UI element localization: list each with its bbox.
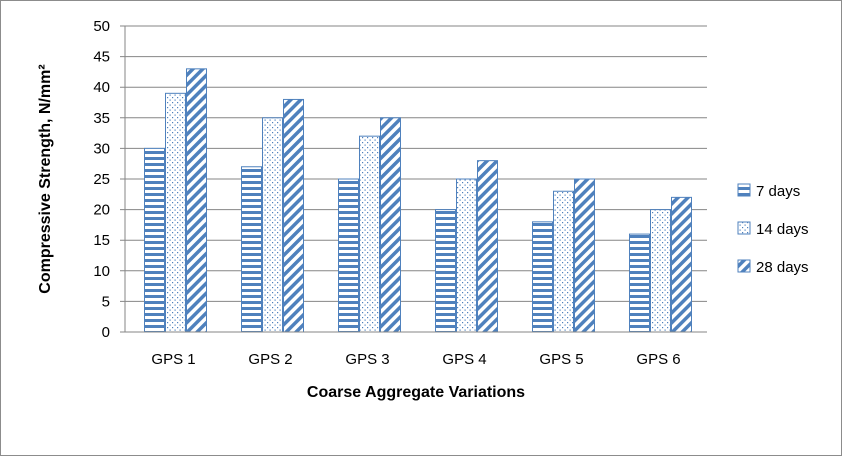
legend: 7 days 14 days 28 days <box>737 183 809 276</box>
bar-gps-4-28-days <box>477 160 498 333</box>
bar-gps-1-28-days <box>186 68 207 333</box>
bar-gps-1-7-days <box>144 147 165 333</box>
x-tick-label: GPS 1 <box>151 351 195 368</box>
bar-gps-2-14-days <box>262 117 283 333</box>
bar-gps-5-14-days <box>553 190 574 333</box>
x-tick-label: GPS 5 <box>539 351 583 368</box>
y-tick-label: 40 <box>93 79 110 96</box>
legend-label: 7 days <box>756 183 800 200</box>
y-tick-labels: 0 5 10 15 20 25 30 35 40 45 50 <box>93 18 110 341</box>
legend-label: 14 days <box>756 221 809 238</box>
y-tick-label: 45 <box>93 49 110 66</box>
y-tick-label: 20 <box>93 202 110 219</box>
y-tick-label: 10 <box>93 263 110 280</box>
x-tick-label: GPS 6 <box>636 351 680 368</box>
y-tick-label: 15 <box>93 232 110 249</box>
bar-gps-5-28-days <box>574 178 595 333</box>
bar-gps-6-28-days <box>671 196 692 333</box>
bar-gps-3-7-days <box>338 178 359 333</box>
x-tick-label: GPS 4 <box>442 351 486 368</box>
x-tick-label: GPS 3 <box>345 351 389 368</box>
y-tick-label: 50 <box>93 18 110 35</box>
bar-gps-4-7-days <box>435 209 456 333</box>
y-axis-title: Compressive Strength, N/mm² <box>37 64 54 293</box>
bar-gps-3-14-days <box>359 135 380 333</box>
y-tick-label: 5 <box>102 293 110 310</box>
x-tick-label: GPS 2 <box>248 351 292 368</box>
bars <box>144 68 692 333</box>
y-tick-label: 35 <box>93 110 110 127</box>
legend-label: 28 days <box>756 259 809 276</box>
y-tick-label: 25 <box>93 171 110 188</box>
bar-gps-1-14-days <box>165 92 186 333</box>
bar-gps-6-7-days <box>629 233 650 333</box>
gridlines <box>120 25 707 333</box>
x-axis-title: Coarse Aggregate Variations <box>307 384 525 401</box>
bar-gps-4-14-days <box>456 178 477 333</box>
bar-gps-3-28-days <box>380 117 401 333</box>
bar-gps-2-28-days <box>283 98 304 333</box>
y-tick-label: 30 <box>93 140 110 157</box>
bar-gps-5-7-days <box>532 221 553 333</box>
legend-swatch <box>737 183 751 197</box>
y-tick-label: 0 <box>102 324 110 341</box>
axes <box>124 26 707 333</box>
bar-gps-2-7-days <box>241 166 262 333</box>
legend-swatch <box>737 259 751 273</box>
bar-gps-6-14-days <box>650 209 671 333</box>
legend-swatch <box>737 221 751 235</box>
x-tick-labels: GPS 1 GPS 2 GPS 3 GPS 4 GPS 5 GPS 6 <box>151 351 680 368</box>
